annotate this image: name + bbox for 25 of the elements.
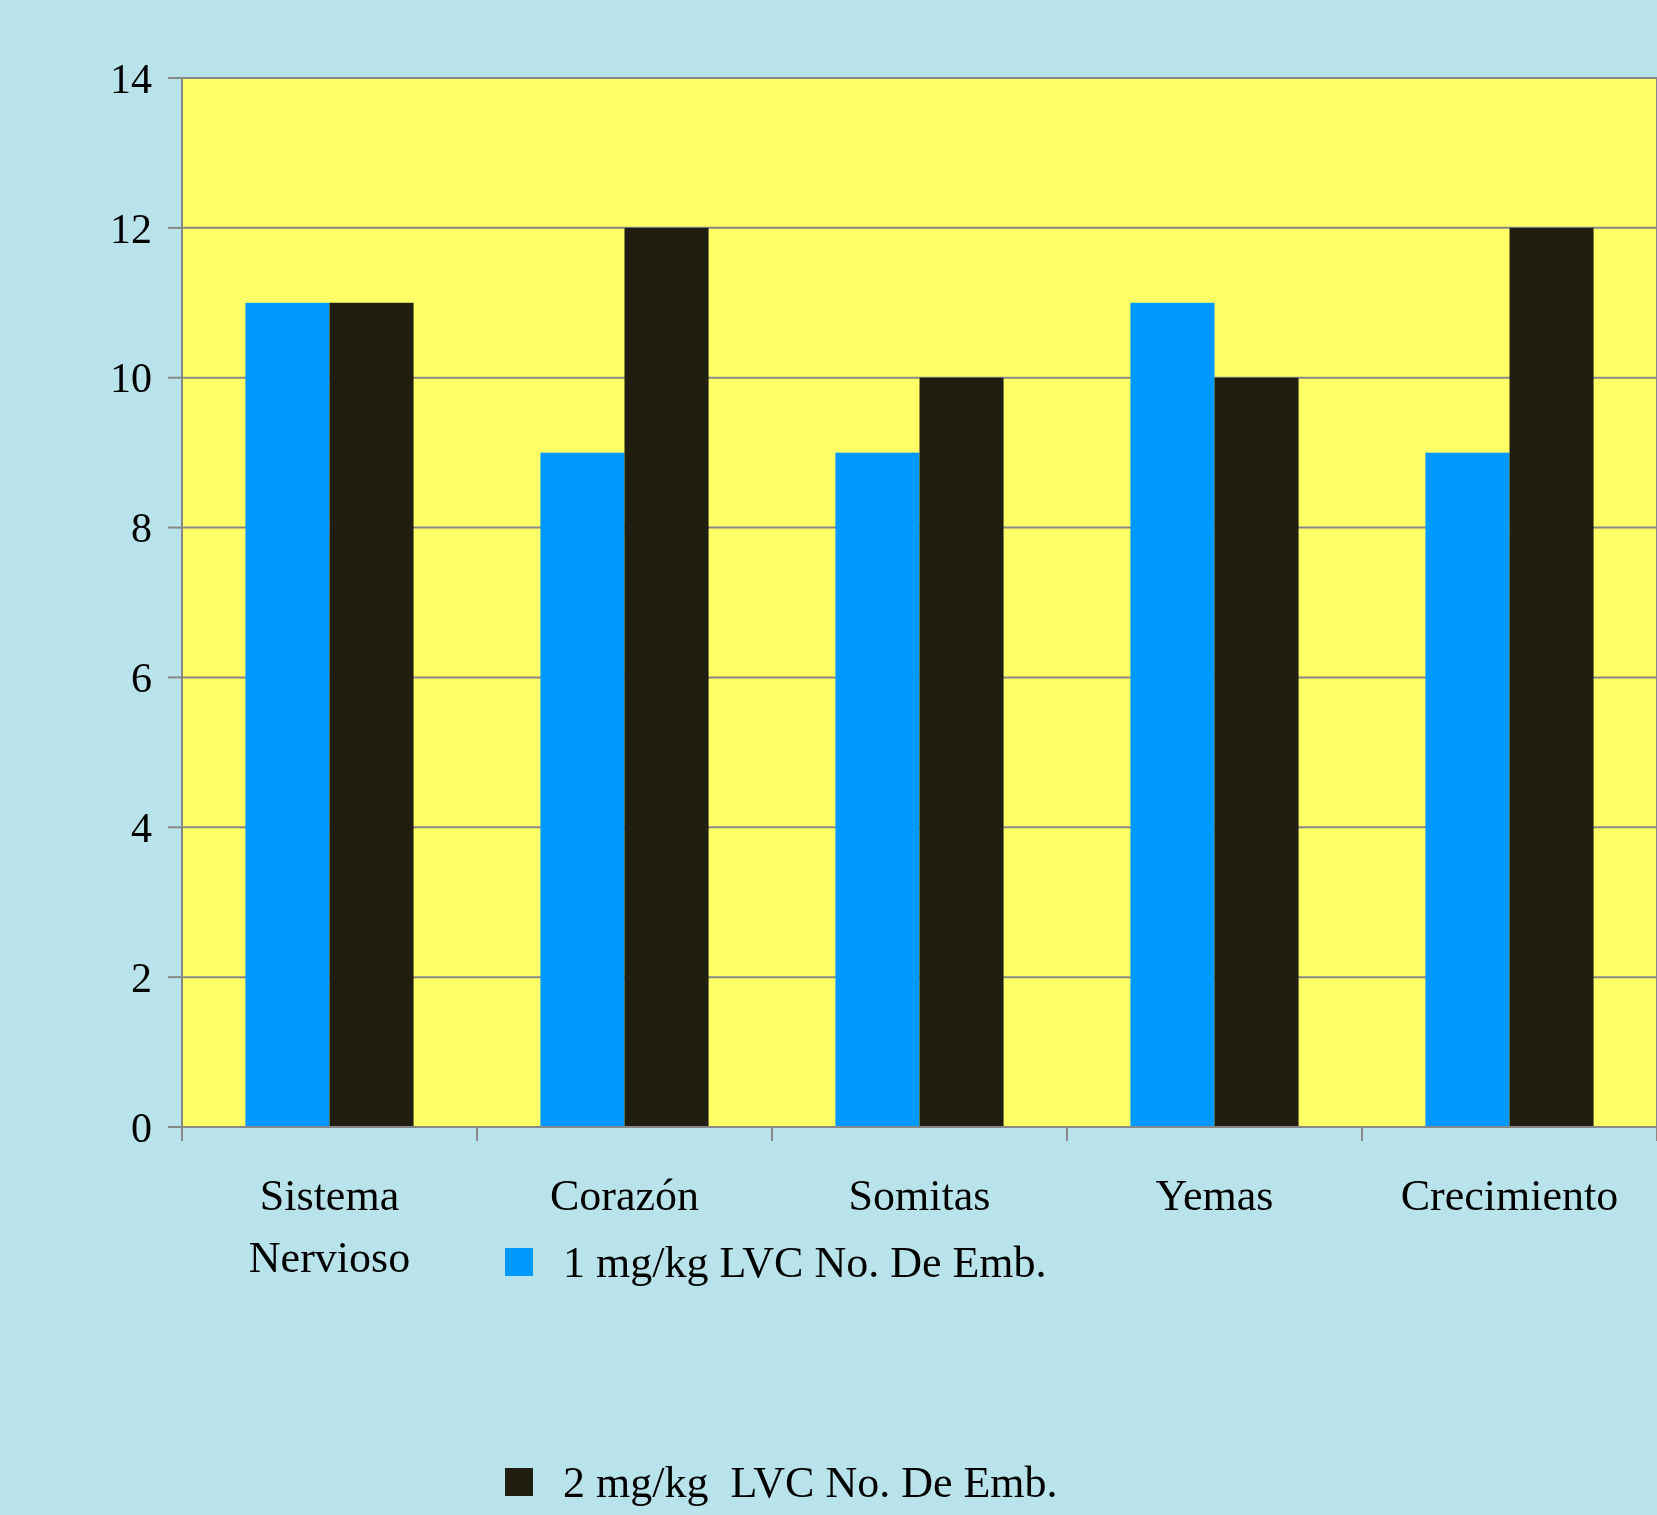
x-tick-label: Yemas: [1155, 1171, 1274, 1220]
y-tick-label: 6: [131, 655, 152, 702]
bar: [1130, 302, 1215, 1127]
bar: [540, 452, 625, 1127]
y-tick-label: 12: [110, 205, 152, 252]
x-tick-label: Sistema Nervioso: [248, 1171, 411, 1282]
y-tick-label: 2: [131, 954, 152, 1001]
bar: [1425, 452, 1510, 1127]
bar: [1214, 377, 1299, 1127]
bar: [919, 377, 1004, 1127]
bar: [245, 302, 330, 1127]
y-tick-label: 4: [131, 804, 152, 851]
bar: [835, 452, 920, 1127]
bar: [329, 302, 414, 1127]
x-tick-label: Somitas: [848, 1171, 991, 1220]
y-tick-label: 8: [131, 505, 152, 552]
y-tick-label: 0: [131, 1104, 152, 1151]
legend-label: 1 mg/kg LVC No. De Emb.: [563, 1238, 1047, 1288]
bar: [624, 227, 709, 1127]
x-tick-label: Corazón: [549, 1171, 700, 1220]
y-tick-label: 14: [110, 55, 152, 102]
y-tick-label: 10: [110, 355, 152, 402]
legend-label: 2 mg/kg LVC No. De Emb.: [563, 1458, 1058, 1508]
x-tick-label: Crecimiento: [1400, 1171, 1619, 1220]
bar: [1509, 227, 1594, 1127]
